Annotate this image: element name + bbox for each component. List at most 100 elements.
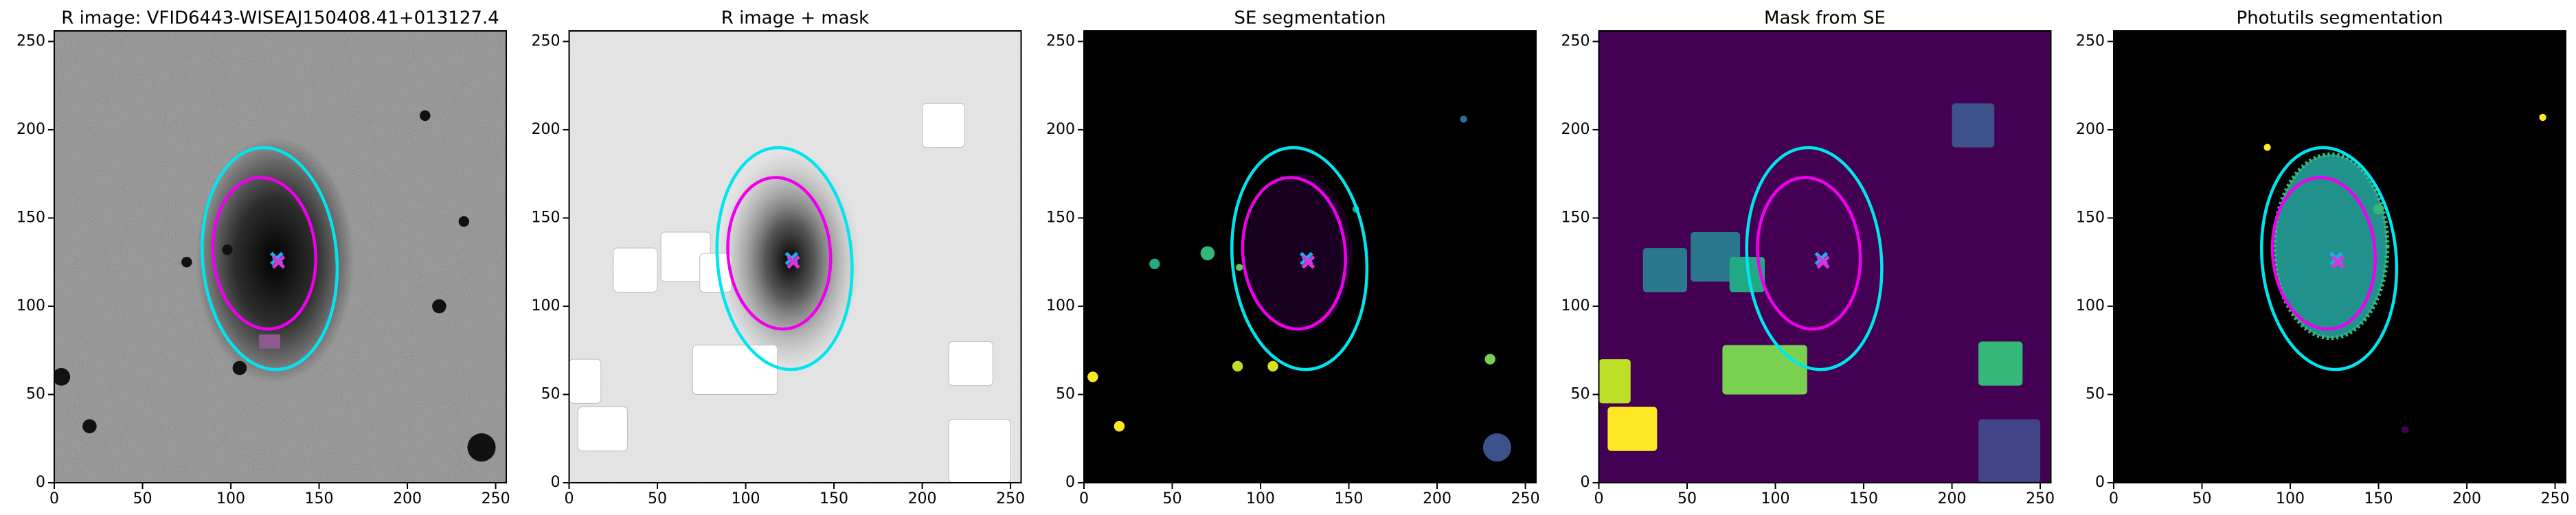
x-tick-label: 0 <box>1594 490 1604 507</box>
y-tick-label: 200 <box>532 121 561 138</box>
segment <box>1087 371 1098 382</box>
y-tick-label: 0 <box>1065 474 1075 491</box>
mask-region <box>577 406 628 452</box>
segment <box>1484 354 1495 365</box>
x-tick-label: 200 <box>908 490 937 507</box>
outer-ellipse <box>201 146 339 371</box>
mask-region <box>948 341 993 387</box>
x-tick-label: 200 <box>1423 490 1451 507</box>
mask-region <box>1607 407 1658 451</box>
mask-region <box>1722 345 1807 395</box>
x-tick-label: 200 <box>1938 490 1967 507</box>
star <box>432 299 447 314</box>
mask-region <box>1978 419 2041 483</box>
axes <box>1598 31 2051 483</box>
x-tick-label: 100 <box>2276 490 2305 507</box>
y-tick-label: 0 <box>551 474 561 491</box>
y-tick-label: 0 <box>36 474 45 491</box>
mask-region <box>692 345 778 395</box>
x-tick-label: 50 <box>1163 490 1182 507</box>
star <box>458 216 470 227</box>
outer-ellipse <box>2260 146 2399 371</box>
y-tick-label: 50 <box>541 385 561 402</box>
mask-region <box>1598 359 1631 404</box>
x-tick-label: 200 <box>2452 490 2481 507</box>
segment <box>2539 113 2546 122</box>
y-tick-label: 50 <box>26 385 45 402</box>
axes-frame <box>1083 30 1537 483</box>
mask-region <box>948 418 1011 483</box>
x-tick-label: 150 <box>305 490 334 507</box>
x-tick-label: 150 <box>1849 490 1878 507</box>
segment <box>2373 203 2384 215</box>
star <box>54 367 71 386</box>
mask-region <box>569 358 602 404</box>
y-tick-label: 150 <box>16 209 45 226</box>
x-tick-label: 50 <box>2193 490 2212 507</box>
y-tick-label: 100 <box>2076 297 2105 314</box>
y-tick-label: 100 <box>1046 297 1075 314</box>
x-tick-label: 250 <box>1511 490 1540 507</box>
inner-ellipse <box>1756 176 1862 331</box>
star <box>82 419 97 434</box>
mask-region <box>1642 248 1688 293</box>
x-tick-label: 250 <box>482 490 510 507</box>
panel-title: Mask from SE <box>1764 8 1886 29</box>
segment <box>1236 264 1243 271</box>
segment <box>1200 246 1215 261</box>
x-tick-label: 150 <box>1335 490 1364 507</box>
x-tick-label: 250 <box>996 490 1025 507</box>
y-tick-label: 250 <box>2076 32 2105 49</box>
x-tick-label: 200 <box>393 490 422 507</box>
inner-ellipse <box>2270 176 2377 331</box>
panel-title: Photutils segmentation <box>2237 8 2443 29</box>
segment <box>1267 360 1278 372</box>
panel-title: R image + mask <box>721 8 870 29</box>
center-marker <box>271 255 286 269</box>
y-tick-label: 50 <box>2086 385 2105 402</box>
x-tick-label: 250 <box>2541 490 2570 507</box>
y-tick-label: 50 <box>1056 385 1075 402</box>
y-tick-label: 150 <box>532 209 561 226</box>
x-tick-label: 150 <box>820 490 848 507</box>
y-tick-label: 100 <box>16 297 45 314</box>
center-marker <box>2331 255 2345 269</box>
outer-ellipse <box>1745 146 1884 371</box>
y-tick-label: 200 <box>16 121 45 138</box>
axes-frame <box>2113 30 2566 483</box>
star <box>181 257 192 268</box>
center-marker <box>787 255 800 269</box>
x-tick-label: 0 <box>49 490 59 507</box>
axes-frame <box>568 30 1022 483</box>
segment <box>1482 433 1512 462</box>
x-tick-label: 100 <box>732 490 760 507</box>
star <box>232 360 247 376</box>
y-tick-label: 200 <box>1561 121 1590 138</box>
y-tick-label: 150 <box>1046 209 1075 226</box>
y-tick-label: 250 <box>1046 32 1075 49</box>
masked-blob <box>259 334 280 349</box>
x-tick-label: 100 <box>216 490 245 507</box>
mask-region <box>1952 103 1995 148</box>
segment <box>1114 421 1125 432</box>
y-tick-label: 150 <box>2076 209 2105 226</box>
x-tick-label: 50 <box>133 490 152 507</box>
segment <box>1149 258 1160 269</box>
x-tick-label: 0 <box>2109 490 2119 507</box>
x-tick-label: 0 <box>565 490 574 507</box>
axes-frame <box>1598 30 2052 483</box>
y-tick-label: 0 <box>2095 474 2105 491</box>
outer-ellipse <box>1230 146 1369 371</box>
x-tick-label: 100 <box>1761 490 1790 507</box>
y-tick-label: 250 <box>532 32 561 49</box>
x-tick-label: 50 <box>648 490 667 507</box>
y-tick-label: 0 <box>1581 474 1590 491</box>
panel-title: SE segmentation <box>1234 8 1386 29</box>
inner-ellipse <box>1241 176 1347 331</box>
mask-region <box>699 253 732 293</box>
mask-region <box>1691 232 1741 282</box>
inner-ellipse <box>211 176 317 331</box>
segment <box>1460 115 1467 123</box>
x-tick-label: 150 <box>2364 490 2393 507</box>
